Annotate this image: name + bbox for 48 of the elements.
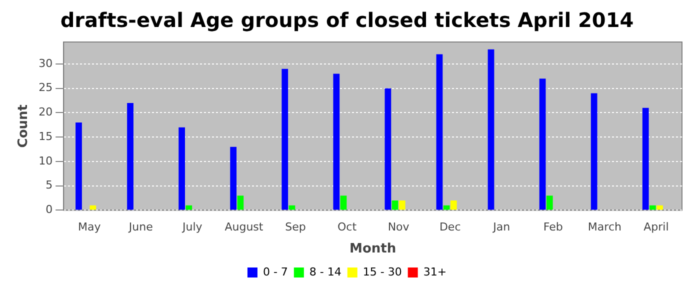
legend-label: 0 - 7	[262, 265, 288, 278]
x-tick-label: Jan	[492, 220, 510, 234]
x-tick-label: April	[644, 220, 669, 234]
bar	[384, 88, 392, 210]
bar	[340, 196, 347, 210]
bar	[237, 196, 244, 210]
bar	[282, 68, 288, 210]
bar	[650, 205, 656, 210]
y-tick-label: 15	[38, 130, 53, 143]
x-tick-label: July	[182, 220, 203, 234]
bar	[656, 205, 663, 210]
y-tick-label: 0	[46, 203, 53, 216]
y-tick-label: 5	[46, 178, 53, 192]
x-tick-label: Nov	[388, 220, 410, 234]
x-axis-title: Month	[350, 242, 396, 257]
bar	[127, 102, 134, 210]
bar	[90, 205, 96, 210]
bar	[392, 200, 398, 210]
bar	[590, 93, 598, 210]
x-tick-label: May	[78, 220, 102, 234]
bar	[76, 122, 82, 210]
y-tick-label: 30	[38, 56, 53, 70]
bar	[450, 200, 457, 210]
x-tick-label: Feb	[543, 220, 563, 234]
bar	[642, 108, 649, 210]
bar	[436, 54, 443, 210]
y-tick-label: 20	[38, 106, 53, 119]
bar	[546, 196, 553, 210]
bar	[230, 146, 237, 210]
x-tick-label: Dec	[439, 220, 461, 234]
x-tick-label: Sep	[285, 220, 306, 234]
chart-title: drafts-eval Age groups of closed tickets April 2014	[60, 8, 634, 32]
legend-label: 8 - 14	[309, 265, 342, 278]
bar	[178, 127, 185, 210]
legend-label: 15 - 30	[362, 265, 402, 278]
bar	[333, 74, 340, 210]
bar	[488, 49, 494, 210]
y-tick-label: 25	[38, 81, 53, 94]
bar	[398, 200, 406, 210]
y-axis-title: Count	[16, 104, 32, 148]
x-tick-label: March	[588, 220, 622, 234]
y-tick-label: 10	[38, 154, 53, 168]
bar	[186, 205, 192, 210]
bar	[539, 78, 546, 210]
legend-label: 31+	[423, 265, 447, 278]
x-tick-label: June	[128, 220, 154, 234]
x-tick-label: August	[224, 220, 264, 234]
x-tick-label: Oct	[338, 220, 358, 234]
